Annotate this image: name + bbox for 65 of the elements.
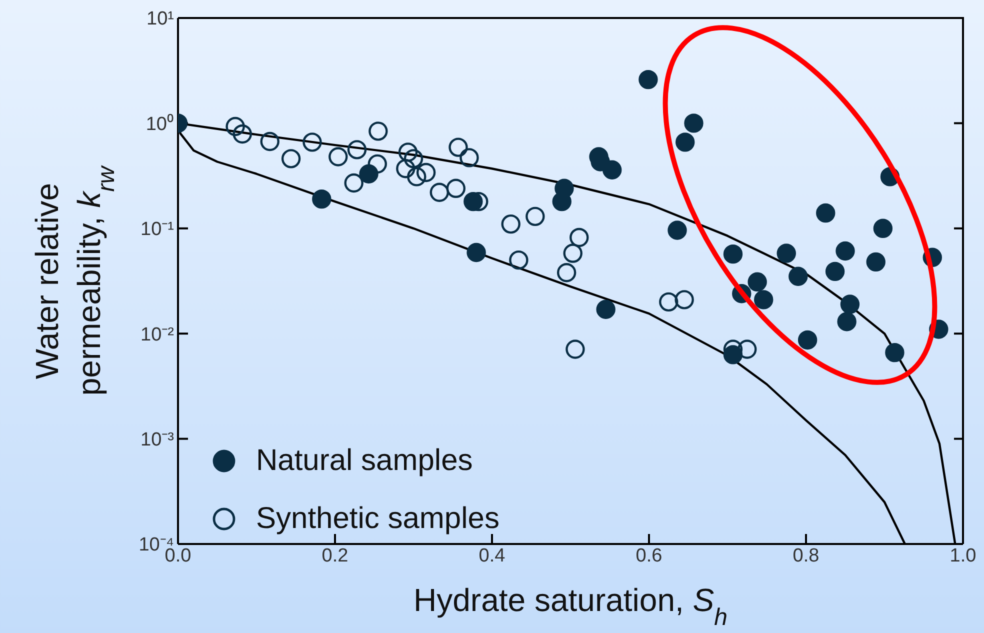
point [407,167,426,186]
point [448,138,468,157]
point [840,294,860,314]
point [825,262,845,282]
point [836,241,855,261]
point [396,159,416,178]
x-tick-label: 0.6 [636,545,662,566]
point [368,154,387,174]
point [312,189,332,209]
point [788,266,808,286]
point [885,342,904,362]
point [684,114,704,133]
point [873,218,893,238]
point [260,132,280,152]
point [398,142,418,162]
legend-label: Synthetic samples [256,502,500,536]
point [460,148,479,168]
point [466,242,486,262]
point [344,173,364,193]
point [570,228,589,248]
point [676,132,695,152]
point [754,290,774,310]
x-tick-label: 0.4 [478,545,506,566]
point [659,292,678,312]
point [816,203,836,223]
point [281,149,301,168]
point [416,162,436,182]
y-tick-label: 10⁻¹ [140,219,174,240]
y-tick-label: 10⁰ [146,112,174,135]
point [430,182,450,202]
point [226,116,245,136]
point [668,220,687,240]
point [596,300,616,319]
point [723,244,743,264]
point [638,70,658,90]
point [509,250,528,270]
point [602,160,622,180]
point [232,124,252,144]
point [776,244,796,263]
point [566,340,585,359]
point [798,330,818,350]
point [446,178,466,198]
point [347,140,367,160]
x-axis-title: Hydrate saturation, S$_{h}$ [414,582,728,630]
x-tick-label: 0.8 [792,545,820,566]
point [866,252,886,272]
y-tick-label: 10⁻² [140,324,174,346]
point [674,290,694,310]
x-tick-label: 1.0 [950,545,976,566]
point [837,312,856,332]
point [526,206,545,226]
point [328,147,348,166]
point [738,340,757,359]
point [302,132,322,152]
point [748,272,767,292]
point [368,122,388,141]
point [556,263,576,282]
point [552,192,572,212]
point [404,149,424,168]
x-tick-label: 0.2 [322,545,348,566]
legend-label: Natural samples [256,444,473,478]
point [563,244,582,263]
y-tick-label: 10⁻³ [140,430,174,451]
y-tick-label: 10¹ [146,8,174,30]
point [501,214,520,234]
